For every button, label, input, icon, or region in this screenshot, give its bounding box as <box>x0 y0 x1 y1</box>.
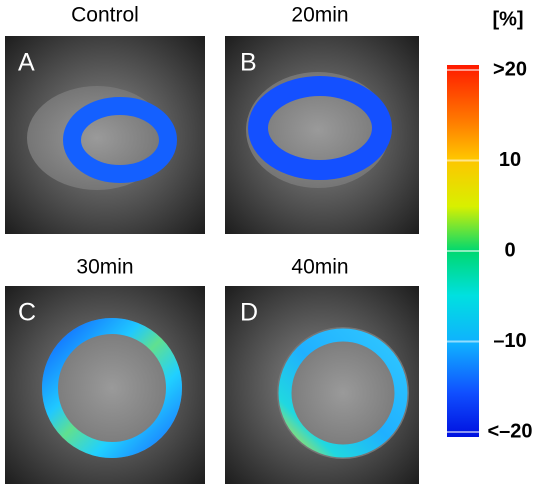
panel-d: D <box>225 286 419 484</box>
panel-letter: D <box>240 299 258 327</box>
panel-title: 20min <box>291 4 348 27</box>
panel-title: 40min <box>291 256 348 279</box>
panel-b: B <box>225 36 419 234</box>
cavity <box>277 327 409 459</box>
panel-letter: C <box>18 299 36 327</box>
panel-c: C <box>5 286 205 484</box>
colorbar-tick-label: <–20 <box>487 420 532 442</box>
strain-ring <box>278 328 408 458</box>
cavity <box>42 318 182 458</box>
colorbar-tick-label: 10 <box>499 149 521 171</box>
colorbar-tick-label: 0 <box>504 239 515 261</box>
panel-a: A <box>5 36 205 234</box>
panel-title: Control <box>71 4 139 27</box>
strain-ring <box>63 97 177 183</box>
strain-ring <box>42 318 182 458</box>
colorbar-tick-label: –10 <box>493 330 526 352</box>
strain-ring <box>248 76 392 180</box>
colorbar-unit: [%] <box>492 8 523 30</box>
colorbar-tick-label: >20 <box>493 58 527 80</box>
panel-title: 30min <box>76 256 133 279</box>
panel-letter: A <box>18 49 35 77</box>
panel-letter: B <box>240 49 257 77</box>
